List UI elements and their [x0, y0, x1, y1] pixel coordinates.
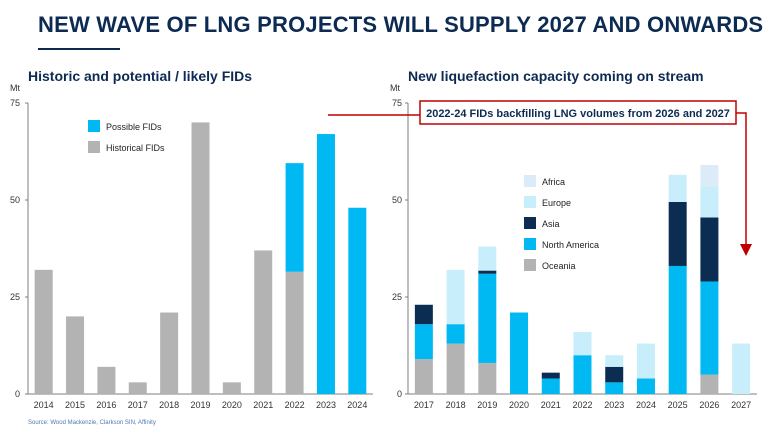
right-legend-swatch-africa — [524, 175, 536, 187]
left-bar-2023-possible — [316, 134, 335, 395]
right-x-tick-label: 2025 — [668, 400, 688, 410]
right-bar-2027-europe — [732, 343, 751, 394]
page-title: NEW WAVE OF LNG PROJECTS WILL SUPPLY 202… — [38, 12, 764, 37]
right-y-tick-label: 50 — [392, 195, 402, 205]
left-bar-2022-historical — [285, 271, 304, 394]
right-bar-2019-asia — [478, 270, 497, 274]
left-bar-2014-historical — [34, 269, 53, 394]
right-bar-2018-north_america — [446, 324, 465, 344]
left-bar-2022-possible — [285, 163, 304, 272]
left-y-tick-label: 0 — [15, 389, 20, 399]
right-legend-label-north_america: North America — [542, 240, 599, 250]
right-bar-2017-asia — [414, 304, 433, 325]
right-x-tick-label: 2022 — [572, 400, 592, 410]
right-bar-2017-oceania — [414, 359, 433, 394]
left-legend-label-possible: Possible FIDs — [106, 122, 162, 132]
right-bar-2026-asia — [700, 217, 719, 282]
right-x-tick-label: 2023 — [604, 400, 624, 410]
right-bar-2023-north_america — [605, 382, 624, 394]
callout-text: 2022-24 FIDs backfilling LNG volumes fro… — [426, 108, 730, 120]
right-bar-2021-north_america — [541, 378, 560, 394]
left-legend-label-historical: Historical FIDs — [106, 143, 165, 153]
right-y-tick-label: 25 — [392, 292, 402, 302]
right-bar-2018-oceania — [446, 343, 465, 394]
right-bar-2026-oceania — [700, 374, 719, 394]
callout-arrow — [736, 112, 752, 256]
right-chart: Mt 0 25 50 75 2017 2018 2019 2020 2021 2022 2023 202… — [390, 83, 757, 410]
right-bar-2023-europe — [605, 355, 624, 367]
left-x-tick-label: 2016 — [96, 400, 116, 410]
right-chart-subtitle: New liquefaction capacity coming on stre… — [408, 68, 704, 84]
right-bar-2017-north_america — [414, 324, 433, 360]
right-legend-swatch-north_america — [524, 238, 536, 250]
right-y-tick-label: 0 — [397, 389, 402, 399]
right-bar-2020-north_america — [510, 312, 529, 394]
right-legend-label-africa: Africa — [542, 177, 565, 187]
right-bar-2026-africa — [700, 165, 719, 187]
left-bar-2018-historical — [160, 312, 179, 394]
right-bar-2024-north_america — [636, 378, 655, 394]
left-x-tick-label: 2022 — [285, 400, 305, 410]
right-legend-swatch-oceania — [524, 259, 536, 271]
right-bar-2022-north_america — [573, 355, 592, 394]
right-y-axis-label: Mt — [390, 83, 400, 93]
right-x-tick-label: 2027 — [731, 400, 751, 410]
right-x-tick-label: 2017 — [414, 400, 434, 410]
right-y-tick-label: 75 — [392, 98, 402, 108]
callout-box — [419, 100, 737, 125]
right-bar-2019-north_america — [478, 273, 497, 363]
right-bar-2019-europe — [478, 246, 497, 271]
left-y-tick-label: 50 — [10, 195, 20, 205]
left-y-tick-label: 75 — [10, 98, 20, 108]
title-underline — [38, 48, 120, 50]
left-chart: Mt 0 25 50 75 2014 2015 2016 2017 2018 2019 2020 202… — [10, 83, 373, 410]
left-x-tick-label: 2024 — [347, 400, 367, 410]
right-bar-2023-asia — [605, 366, 624, 383]
left-bar-2016-historical — [97, 366, 116, 394]
right-legend-swatch-europe — [524, 196, 536, 208]
right-bar-2022-europe — [573, 331, 592, 356]
left-x-tick-label: 2015 — [65, 400, 85, 410]
left-bar-2020-historical — [222, 382, 241, 394]
left-x-tick-label: 2017 — [128, 400, 148, 410]
right-bar-2018-europe — [446, 269, 465, 325]
source-note: Source: Wood Mackenzie, Clarkson SIN, Af… — [28, 420, 156, 426]
left-y-tick-label: 25 — [10, 292, 20, 302]
left-bar-2021-historical — [254, 250, 273, 394]
right-x-tick-label: 2018 — [446, 400, 466, 410]
right-legend-label-europe: Europe — [542, 198, 571, 208]
right-x-tick-label: 2024 — [636, 400, 656, 410]
left-bar-2019-historical — [191, 122, 210, 395]
left-x-tick-label: 2019 — [190, 400, 210, 410]
right-bar-2025-north_america — [668, 265, 687, 394]
left-x-tick-label: 2021 — [253, 400, 273, 410]
left-bar-2024-possible — [348, 207, 367, 394]
left-chart-subtitle: Historic and potential / likely FIDs — [28, 68, 253, 84]
right-bar-2025-europe — [668, 174, 687, 202]
right-legend-label-asia: Asia — [542, 219, 560, 229]
right-x-tick-label: 2019 — [477, 400, 497, 410]
callout: 2022-24 FIDs backfilling LNG volumes fro… — [328, 100, 752, 256]
left-legend-swatch-historical — [88, 141, 100, 153]
right-bar-2024-europe — [636, 343, 655, 379]
left-legend-swatch-possible — [88, 120, 100, 132]
right-bar-2026-north_america — [700, 281, 719, 375]
right-legend-label-oceania: Oceania — [542, 261, 576, 271]
left-y-axis-label: Mt — [10, 83, 20, 93]
right-bar-2021-asia — [541, 372, 560, 379]
right-x-tick-label: 2021 — [541, 400, 561, 410]
right-x-tick-label: 2020 — [509, 400, 529, 410]
right-bar-2019-oceania — [478, 362, 497, 394]
right-x-tick-label: 2026 — [699, 400, 719, 410]
left-bar-2017-historical — [128, 382, 147, 394]
left-bar-2015-historical — [66, 316, 85, 394]
left-x-tick-label: 2023 — [316, 400, 336, 410]
left-x-tick-label: 2014 — [34, 400, 54, 410]
left-x-tick-label: 2020 — [222, 400, 242, 410]
left-x-tick-label: 2018 — [159, 400, 179, 410]
right-bar-2025-asia — [668, 201, 687, 266]
right-legend-swatch-asia — [524, 217, 536, 229]
right-bar-2026-europe — [700, 186, 719, 218]
